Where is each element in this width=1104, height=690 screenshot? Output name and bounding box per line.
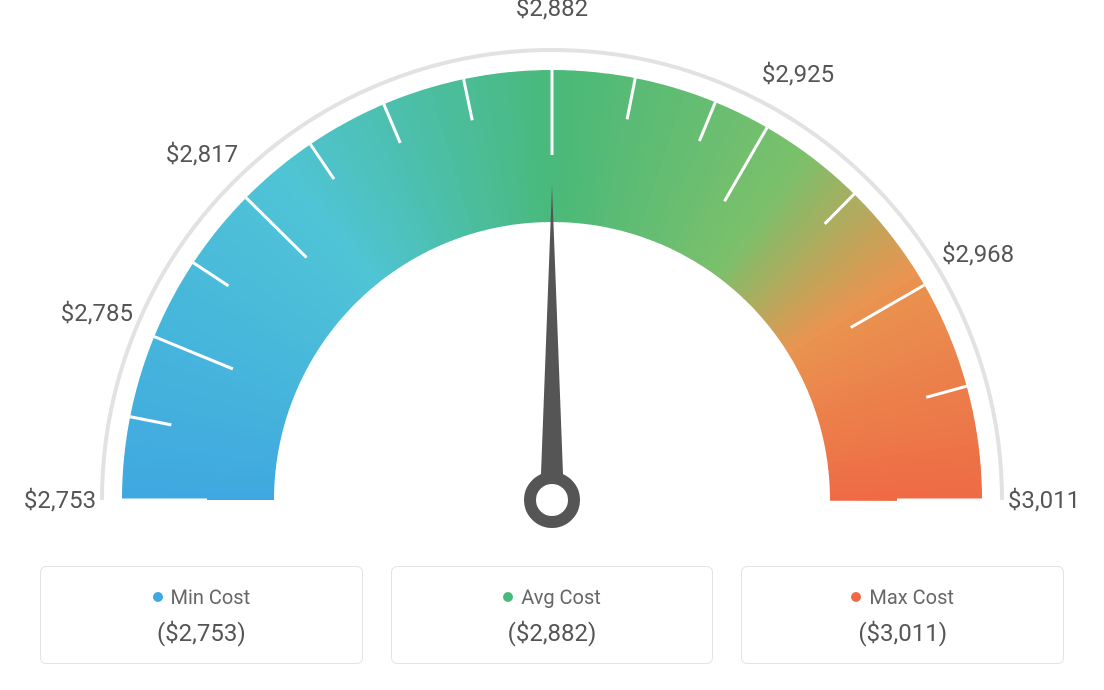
- max-cost-title: Max Cost: [851, 585, 954, 609]
- max-cost-value: ($3,011): [762, 619, 1043, 647]
- gauge-needle-hub: [530, 478, 574, 522]
- gauge-tick-label: $2,968: [942, 240, 1014, 268]
- min-cost-card: Min Cost ($2,753): [40, 566, 363, 664]
- max-cost-label: Max Cost: [869, 585, 954, 609]
- avg-cost-title: Avg Cost: [503, 585, 601, 609]
- cost-gauge: $2,753 $2,785 $2,817 $2,882 $2,925 $2,968 $3,0…: [0, 0, 1104, 560]
- avg-cost-label: Avg Cost: [521, 585, 601, 609]
- min-cost-value: ($2,753): [61, 619, 342, 647]
- dot-icon: [153, 592, 163, 602]
- gauge-tick-label: $2,785: [61, 299, 133, 327]
- avg-cost-card: Avg Cost ($2,882): [391, 566, 714, 664]
- gauge-needle: [540, 185, 564, 500]
- min-cost-label: Min Cost: [171, 585, 251, 609]
- gauge-tick-label: $2,817: [166, 140, 238, 168]
- dot-icon: [851, 592, 861, 602]
- gauge-tick-label: $2,882: [516, 0, 588, 22]
- gauge-tick-label: $3,011: [1008, 486, 1080, 514]
- min-cost-title: Min Cost: [153, 585, 251, 609]
- gauge-tick-label: $2,925: [762, 60, 834, 88]
- summary-cards: Min Cost ($2,753) Avg Cost ($2,882) Max …: [40, 566, 1064, 664]
- gauge-tick-label: $2,753: [24, 486, 96, 514]
- avg-cost-value: ($2,882): [412, 619, 693, 647]
- max-cost-card: Max Cost ($3,011): [741, 566, 1064, 664]
- dot-icon: [503, 592, 513, 602]
- gauge-svg: [0, 0, 1104, 560]
